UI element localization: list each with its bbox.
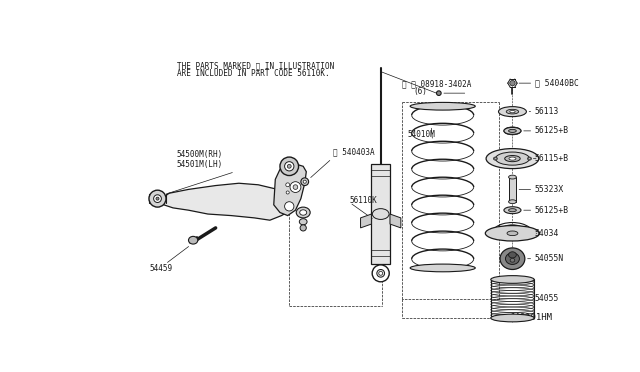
- Ellipse shape: [293, 185, 298, 189]
- Text: (6): (6): [413, 87, 427, 96]
- Text: ※ 54040BC: ※ 54040BC: [535, 78, 579, 88]
- Ellipse shape: [491, 314, 534, 322]
- Ellipse shape: [286, 191, 289, 194]
- Text: ※ ⓝ 08918-3402A: ※ ⓝ 08918-3402A: [402, 80, 471, 89]
- Ellipse shape: [154, 195, 161, 202]
- Ellipse shape: [509, 200, 516, 203]
- Ellipse shape: [486, 148, 539, 169]
- Ellipse shape: [189, 236, 198, 244]
- Ellipse shape: [491, 276, 534, 283]
- Ellipse shape: [509, 157, 516, 160]
- Ellipse shape: [509, 129, 516, 132]
- Text: 54055N: 54055N: [535, 254, 564, 263]
- Ellipse shape: [300, 219, 307, 225]
- Text: 56115+B: 56115+B: [535, 154, 569, 163]
- Text: 54010M: 54010M: [407, 129, 435, 139]
- Bar: [371, 164, 390, 264]
- Ellipse shape: [504, 128, 521, 134]
- Ellipse shape: [280, 157, 298, 176]
- Ellipse shape: [499, 107, 527, 117]
- Ellipse shape: [379, 272, 383, 275]
- Ellipse shape: [410, 264, 476, 272]
- Ellipse shape: [509, 175, 516, 179]
- Text: 54459: 54459: [150, 264, 173, 273]
- Ellipse shape: [149, 190, 166, 207]
- Ellipse shape: [286, 183, 290, 187]
- Ellipse shape: [296, 207, 310, 218]
- Text: 54500M(RH)
54501M(LH): 54500M(RH) 54501M(LH): [177, 150, 223, 169]
- Ellipse shape: [505, 155, 520, 162]
- Ellipse shape: [290, 182, 301, 192]
- Text: 56125+B: 56125+B: [535, 206, 569, 215]
- Ellipse shape: [301, 178, 308, 186]
- Polygon shape: [360, 214, 371, 228]
- Polygon shape: [274, 164, 307, 216]
- Ellipse shape: [495, 158, 496, 159]
- Ellipse shape: [285, 162, 294, 171]
- Ellipse shape: [372, 209, 389, 219]
- Ellipse shape: [493, 157, 497, 160]
- Text: THE PARTS MARKED ※ IN ILLUSTRATION: THE PARTS MARKED ※ IN ILLUSTRATION: [177, 62, 334, 71]
- Text: ARE INCLUDED IN PART CODE 56110K.: ARE INCLUDED IN PART CODE 56110K.: [177, 69, 330, 78]
- Text: 56110K: 56110K: [349, 196, 378, 205]
- Ellipse shape: [500, 248, 525, 269]
- Ellipse shape: [303, 180, 307, 183]
- Ellipse shape: [506, 253, 520, 264]
- Ellipse shape: [509, 252, 516, 258]
- Ellipse shape: [300, 210, 307, 215]
- Bar: [509, 177, 516, 202]
- Ellipse shape: [529, 158, 531, 159]
- Ellipse shape: [436, 91, 441, 96]
- Ellipse shape: [495, 152, 529, 165]
- Text: 56113: 56113: [535, 107, 559, 116]
- Ellipse shape: [287, 164, 291, 168]
- Ellipse shape: [410, 102, 476, 110]
- Ellipse shape: [527, 157, 531, 160]
- Ellipse shape: [507, 231, 518, 235]
- Text: 54055: 54055: [535, 294, 559, 303]
- Ellipse shape: [509, 80, 515, 86]
- Ellipse shape: [509, 209, 516, 212]
- Ellipse shape: [504, 207, 521, 214]
- Text: ※ 540403A: ※ 540403A: [333, 147, 374, 156]
- Ellipse shape: [377, 269, 385, 277]
- Ellipse shape: [372, 265, 389, 282]
- Ellipse shape: [156, 197, 159, 200]
- Ellipse shape: [509, 110, 515, 113]
- Ellipse shape: [510, 258, 515, 262]
- Text: 56125+B: 56125+B: [535, 126, 569, 135]
- Text: J40101HM: J40101HM: [509, 313, 553, 322]
- Ellipse shape: [506, 109, 518, 114]
- Polygon shape: [161, 183, 293, 220]
- Ellipse shape: [285, 202, 294, 211]
- Text: 55323X: 55323X: [535, 185, 564, 194]
- Ellipse shape: [300, 225, 307, 231]
- Ellipse shape: [485, 225, 540, 241]
- Text: 54034: 54034: [535, 229, 559, 238]
- Polygon shape: [390, 214, 401, 228]
